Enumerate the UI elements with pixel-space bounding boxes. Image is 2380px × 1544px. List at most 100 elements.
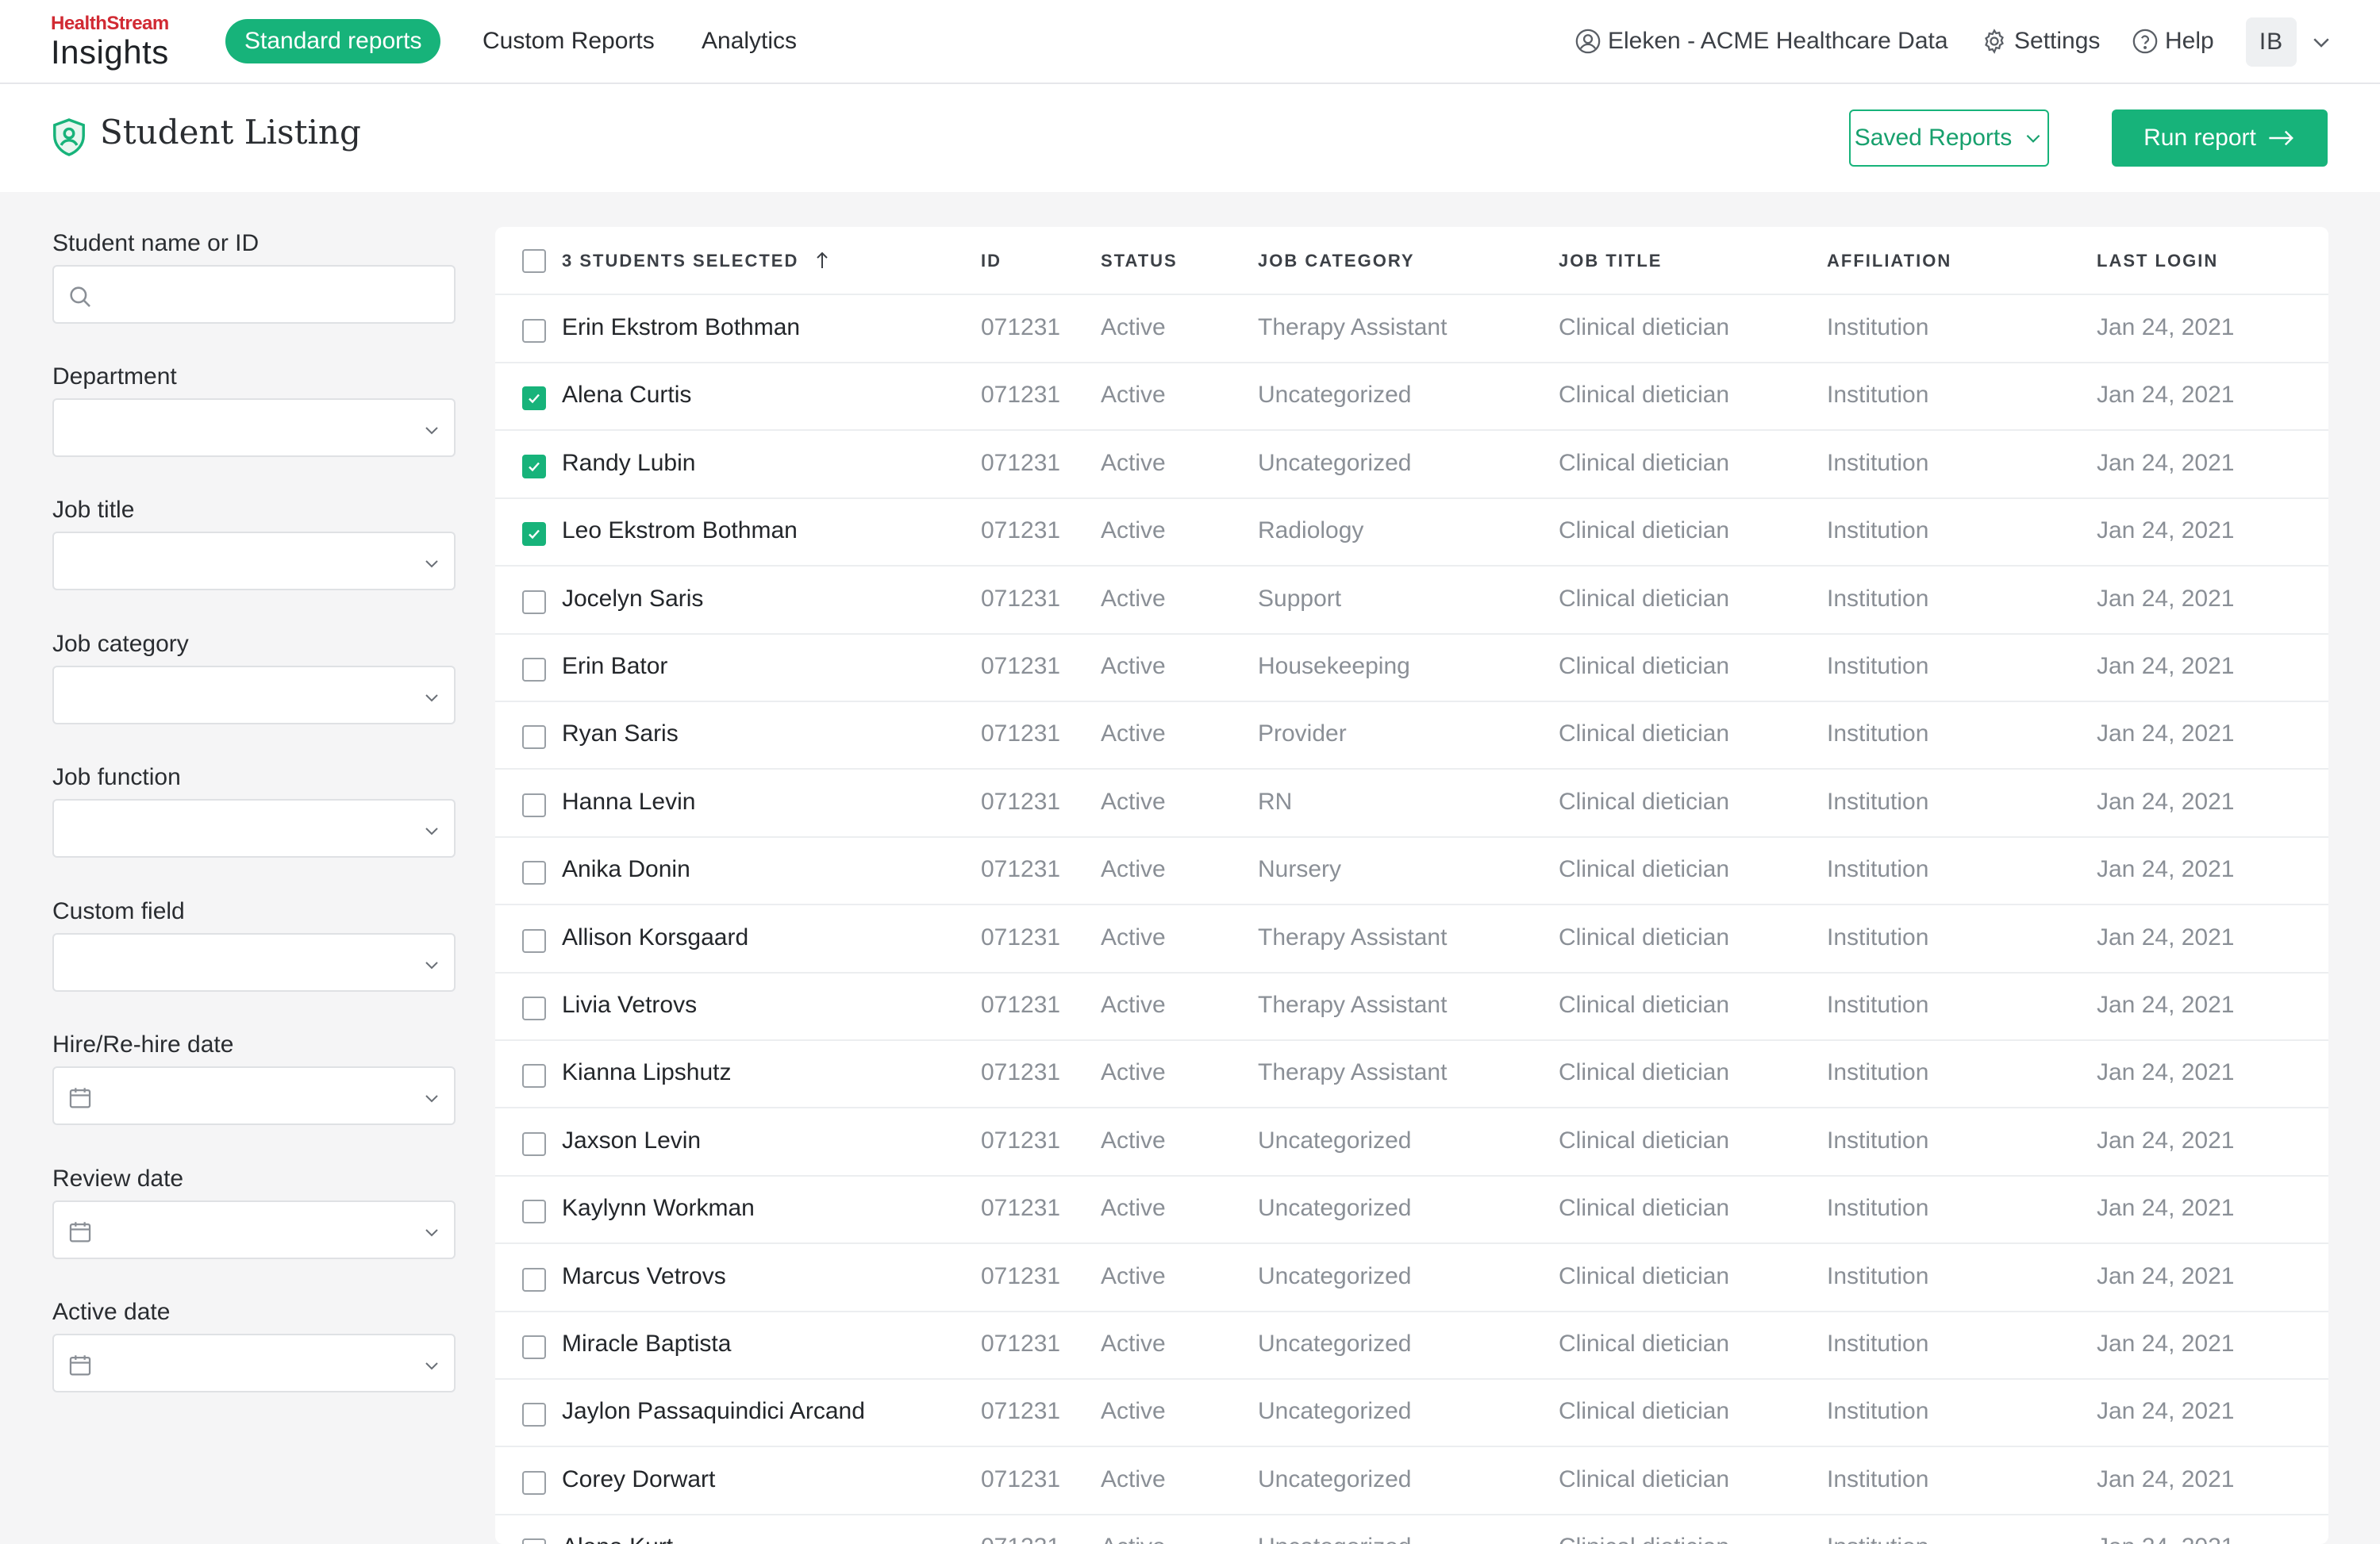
student-search-input[interactable] <box>52 265 456 324</box>
table-row[interactable]: Miracle Baptista 071231 Active Uncategorize… <box>495 1312 2328 1380</box>
job-title-cell: Clinical dietician <box>1559 1195 1730 1222</box>
row-checkbox[interactable] <box>522 590 546 614</box>
student-name-cell[interactable]: Ryan Saris <box>562 720 679 747</box>
custom-field-select[interactable] <box>52 933 456 992</box>
table-row[interactable]: Ryan Saris 071231 Active Provider Clinical d… <box>495 701 2328 770</box>
status-cell: Active <box>1101 992 1166 1018</box>
student-name-cell[interactable]: Erin Ekstrom Bothman <box>562 314 801 340</box>
table-row[interactable]: Erin Ekstrom Bothman 071231 Active Therapy … <box>495 295 2328 363</box>
job-category-cell: Therapy Assistant <box>1258 924 1448 951</box>
table-row[interactable]: Marcus Vetrovs 071231 Active Uncategorized C… <box>495 1244 2328 1312</box>
status-cell: Active <box>1101 788 1166 815</box>
row-checkbox[interactable] <box>522 1267 546 1292</box>
row-checkbox[interactable] <box>522 1470 546 1495</box>
column-header-affiliation[interactable]: AFFILIATION <box>1827 251 1952 271</box>
help-link[interactable]: Help <box>2132 19 2214 63</box>
student-name-cell[interactable]: Miracle Baptista <box>562 1331 732 1357</box>
job-title-cell: Clinical dietician <box>1559 1331 1730 1357</box>
page-header: Student Listing Saved Reports Run report <box>0 84 2380 192</box>
last-login-cell: Jan 24, 2021 <box>2097 788 2235 815</box>
row-checkbox[interactable] <box>522 522 546 547</box>
filter-label: Active date <box>52 1299 171 1325</box>
student-name-cell[interactable]: Anika Donin <box>562 856 690 883</box>
table-row[interactable]: Kaylynn Workman 071231 Active Uncategorized… <box>495 1176 2328 1245</box>
affiliation-cell: Institution <box>1827 924 1929 951</box>
student-name-cell[interactable]: Marcus Vetrovs <box>562 1262 726 1289</box>
column-header-id[interactable]: ID <box>981 251 1002 271</box>
job-category-select[interactable] <box>52 666 456 724</box>
saved-reports-button[interactable]: Saved Reports <box>1849 109 2049 167</box>
status-cell: Active <box>1101 1398 1166 1425</box>
row-checkbox[interactable] <box>522 1200 546 1224</box>
job-function-select[interactable] <box>52 799 456 858</box>
app-logo[interactable]: HealthStream Insights <box>51 13 202 76</box>
student-name-cell[interactable]: Jaylon Passaquindici Arcand <box>562 1398 865 1425</box>
row-checkbox[interactable] <box>522 386 546 411</box>
column-header-last-login[interactable]: LAST LOGIN <box>2097 251 2219 271</box>
table-row[interactable]: Anika Donin 071231 Active Nursery Clinical d… <box>495 837 2328 906</box>
table-row[interactable]: Hanna Levin 071231 Active RN Clinical dietic… <box>495 770 2328 838</box>
row-checkbox[interactable] <box>522 1064 546 1089</box>
saved-reports-label: Saved Reports <box>1854 125 2013 151</box>
table-row[interactable]: Erin Bator 071231 Active Housekeeping Clinic… <box>495 634 2328 702</box>
selected-count-header[interactable]: 3 STUDENTS SELECTED <box>562 251 831 271</box>
column-header-job-title[interactable]: JOB TITLE <box>1559 251 1663 271</box>
student-name-cell[interactable]: Livia Vetrovs <box>562 992 698 1018</box>
row-checkbox[interactable] <box>522 861 546 885</box>
student-name-cell[interactable]: Randy Lubin <box>562 449 696 476</box>
student-name-cell[interactable]: Jaxson Levin <box>562 1127 702 1154</box>
row-checkbox[interactable] <box>522 1131 546 1156</box>
job-category-cell: Uncategorized <box>1258 1398 1412 1425</box>
tab-custom-reports[interactable]: Custom Reports <box>483 28 655 54</box>
tab-standard-reports[interactable]: Standard reports <box>225 19 441 63</box>
org-switcher[interactable]: Eleken - ACME Healthcare Data <box>1574 19 1948 63</box>
student-name-cell[interactable]: Alena Kurt <box>562 1534 673 1544</box>
user-avatar[interactable]: IB <box>2246 17 2297 67</box>
review-date-picker[interactable] <box>52 1200 456 1259</box>
student-name-cell[interactable]: Kaylynn Workman <box>562 1195 755 1222</box>
row-checkbox[interactable] <box>522 793 546 817</box>
affiliation-cell: Institution <box>1827 1059 1929 1086</box>
settings-link[interactable]: Settings <box>1981 19 2100 63</box>
student-name-cell[interactable]: Hanna Levin <box>562 788 696 815</box>
table-row[interactable]: Alena Kurt 071231 Active Uncategorized Clini… <box>495 1515 2328 1544</box>
student-name-cell[interactable]: Jocelyn Saris <box>562 585 704 612</box>
table-row[interactable]: Jaxson Levin 071231 Active Uncategorized Cli… <box>495 1108 2328 1177</box>
table-row[interactable]: Randy Lubin 071231 Active Uncategorized Clin… <box>495 431 2328 499</box>
tab-analytics[interactable]: Analytics <box>702 28 798 54</box>
department-select[interactable] <box>52 398 456 457</box>
row-checkbox[interactable] <box>522 928 546 953</box>
row-checkbox[interactable] <box>522 454 546 478</box>
student-name-cell[interactable]: Allison Korsgaard <box>562 924 749 951</box>
job-title-select[interactable] <box>52 532 456 590</box>
table-row[interactable]: Jocelyn Saris 071231 Active Support Clinical… <box>495 567 2328 635</box>
student-name-cell[interactable]: Leo Ekstrom Bothman <box>562 517 798 544</box>
active-date-picker[interactable] <box>52 1334 456 1392</box>
table-row[interactable]: Allison Korsgaard 071231 Active Therapy Ass… <box>495 905 2328 974</box>
filter-label: Student name or ID <box>52 230 260 256</box>
student-name-cell[interactable]: Corey Dorwart <box>562 1465 716 1492</box>
row-checkbox[interactable] <box>522 725 546 750</box>
student-name-cell[interactable]: Erin Bator <box>562 653 668 679</box>
column-header-status[interactable]: STATUS <box>1101 251 1178 271</box>
row-checkbox[interactable] <box>522 319 546 343</box>
chevron-down-icon[interactable] <box>2309 30 2333 54</box>
table-row[interactable]: Alena Curtis 071231 Active Uncategorized Cli… <box>495 363 2328 432</box>
table-row[interactable]: Leo Ekstrom Bothman 071231 Active Radiology… <box>495 498 2328 567</box>
run-report-button[interactable]: Run report <box>2112 109 2328 167</box>
student-name-cell[interactable]: Alena Curtis <box>562 382 692 409</box>
table-row[interactable]: Corey Dorwart 071231 Active Uncategorized Cl… <box>495 1447 2328 1515</box>
column-header-job-category[interactable]: JOB CATEGORY <box>1258 251 1415 271</box>
table-row[interactable]: Livia Vetrovs 071231 Active Therapy Assista… <box>495 973 2328 1041</box>
gear-icon <box>1985 29 2004 54</box>
table-row[interactable]: Kianna Lipshutz 071231 Active Therapy Assis… <box>495 1040 2328 1109</box>
hire-date-picker[interactable] <box>52 1066 456 1125</box>
row-checkbox[interactable] <box>522 1335 546 1359</box>
select-all-checkbox[interactable] <box>522 249 546 273</box>
table-row[interactable]: Jaylon Passaquindici Arcand 071231 Active U… <box>495 1379 2328 1448</box>
row-checkbox[interactable] <box>522 1538 546 1544</box>
row-checkbox[interactable] <box>522 997 546 1020</box>
student-name-cell[interactable]: Kianna Lipshutz <box>562 1059 732 1086</box>
row-checkbox[interactable] <box>522 658 546 682</box>
row-checkbox[interactable] <box>522 1403 546 1427</box>
